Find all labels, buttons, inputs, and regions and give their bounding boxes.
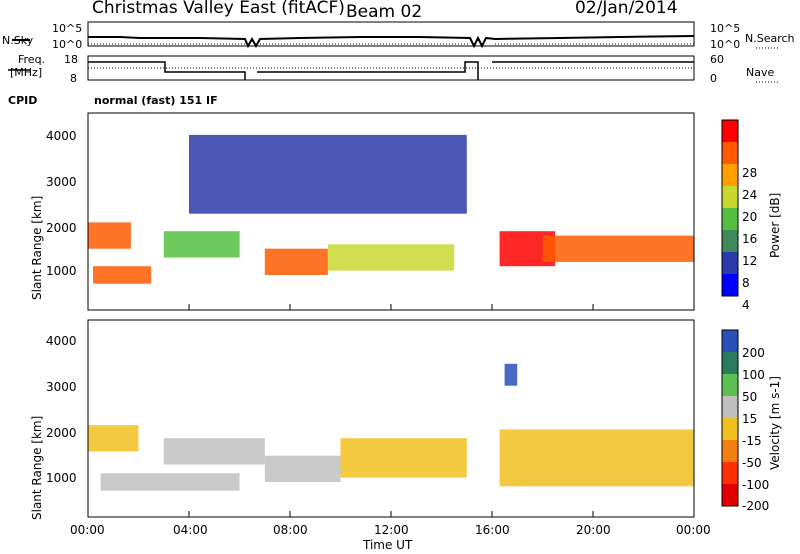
power-cell	[189, 134, 467, 214]
power-cell	[264, 248, 328, 275]
velocity-colorbar-frame	[721, 329, 739, 507]
velocity-ytick-2000: 2000	[46, 426, 77, 440]
velocity-cell	[163, 438, 265, 465]
power-ytick-2000: 2000	[46, 221, 77, 235]
power-colorbar-swatch	[722, 164, 738, 186]
power-heatmap	[88, 134, 694, 284]
power-cell	[163, 231, 240, 258]
velocity-ytick-1000: 1000	[46, 471, 77, 485]
velocity-cell	[504, 363, 518, 386]
xtick-2000: 20:00	[576, 523, 611, 537]
power-ytick-4000: 4000	[46, 129, 77, 143]
power-cell	[542, 235, 694, 262]
power-cell	[93, 266, 152, 284]
velocity-cbar-tick-15: 15	[742, 412, 758, 426]
x-tick-marks	[87, 304, 695, 517]
power-colorbar-swatch	[722, 230, 738, 252]
power-cell	[327, 244, 455, 271]
power-colorbar-swatch	[722, 186, 738, 208]
xtick-1600: 16:00	[475, 523, 510, 537]
power-colorbar-frame	[721, 119, 739, 297]
xtick-1200: 12:00	[374, 523, 409, 537]
power-colorbar-swatch	[722, 142, 738, 164]
xtick-0000: 00:00	[70, 523, 105, 537]
nsearch-label: N.Search	[745, 32, 795, 45]
power-cbar-tick-16: 16	[742, 232, 758, 246]
station-title: Christmas Valley East (fitACF)	[92, 0, 345, 18]
xtick-0400: 04:00	[173, 523, 208, 537]
nsky-tick-bottom: 10^0	[52, 38, 83, 51]
power-colorbar-swatch	[722, 120, 738, 142]
freq-trace	[88, 61, 694, 80]
cpid-label: CPID	[8, 94, 38, 107]
xlabel: Time UT	[363, 538, 413, 552]
power-cbar-tick-8: 8	[742, 276, 750, 290]
velocity-cbar-tick-100: 100	[742, 368, 765, 382]
power-cbar-tick-4: 4	[742, 298, 750, 312]
velocity-cbar-tick-neg50: -50	[742, 456, 762, 470]
velocity-colorbar-swatch	[722, 352, 738, 374]
velocity-cell	[88, 425, 139, 452]
velocity-colorbar-swatch	[722, 330, 738, 352]
power-cbar-tick-12: 12	[742, 254, 758, 268]
velocity-ytick-4000: 4000	[46, 334, 77, 348]
velocity-cbar-tick-neg200: -200	[742, 499, 770, 513]
velocity-heatmap	[88, 363, 694, 491]
power-colorbar	[722, 120, 738, 296]
cpid-value: normal (fast) 151 IF	[94, 94, 218, 107]
power-ytick-1000: 1000	[46, 264, 77, 278]
velocity-colorbar-swatch	[722, 462, 738, 484]
nsearch-tick-top: 10^5	[710, 22, 741, 35]
velocity-cbar-tick-neg100: -100	[742, 478, 770, 492]
nsky-tick-top: 10^5	[52, 22, 83, 35]
velocity-cell	[340, 438, 467, 478]
velocity-colorbar-swatch	[722, 440, 738, 462]
power-cbar-tick-28: 28	[742, 166, 758, 180]
xtick-2400: 00:00	[676, 523, 711, 537]
freq-tick-top: 18	[64, 53, 78, 66]
nsky-trace	[88, 35, 695, 49]
velocity-cell	[499, 429, 694, 487]
power-cbar-tick-24: 24	[742, 188, 758, 202]
power-colorbar-swatch	[722, 274, 738, 296]
velocity-cbar-tick-neg15: -15	[742, 434, 762, 448]
date-label: 02/Jan/2014	[575, 0, 678, 18]
power-cbar-tick-20: 20	[742, 210, 758, 224]
power-ytick-3000: 3000	[46, 175, 77, 189]
freq-label: Freq.	[18, 53, 46, 66]
freq-tick-bottom: 8	[70, 72, 77, 85]
power-colorbar-swatch	[722, 208, 738, 230]
nave-tick-bottom: 0	[710, 72, 717, 85]
velocity-cell	[100, 473, 240, 491]
xtick-0800: 08:00	[273, 523, 308, 537]
nsearch-tick-bottom: 10^0	[710, 38, 741, 51]
velocity-colorbar-swatch	[722, 484, 738, 506]
power-cell	[88, 222, 131, 249]
velocity-cbar-tick-200: 200	[742, 346, 765, 360]
velocity-ytick-3000: 3000	[46, 380, 77, 394]
nave-tick-top: 60	[710, 53, 724, 66]
velocity-colorbar-swatch	[722, 418, 738, 440]
power-colorbar-swatch	[722, 252, 738, 274]
nave-label: Nave	[746, 66, 775, 79]
beam-label: Beam 02	[346, 2, 423, 22]
velocity-colorbar-swatch	[722, 374, 738, 396]
velocity-cell	[264, 455, 341, 482]
velocity-colorbar-swatch	[722, 396, 738, 418]
velocity-colorbar	[722, 330, 738, 506]
velocity-cbar-tick-50: 50	[742, 390, 758, 404]
nsky-panel-frame	[87, 21, 695, 47]
